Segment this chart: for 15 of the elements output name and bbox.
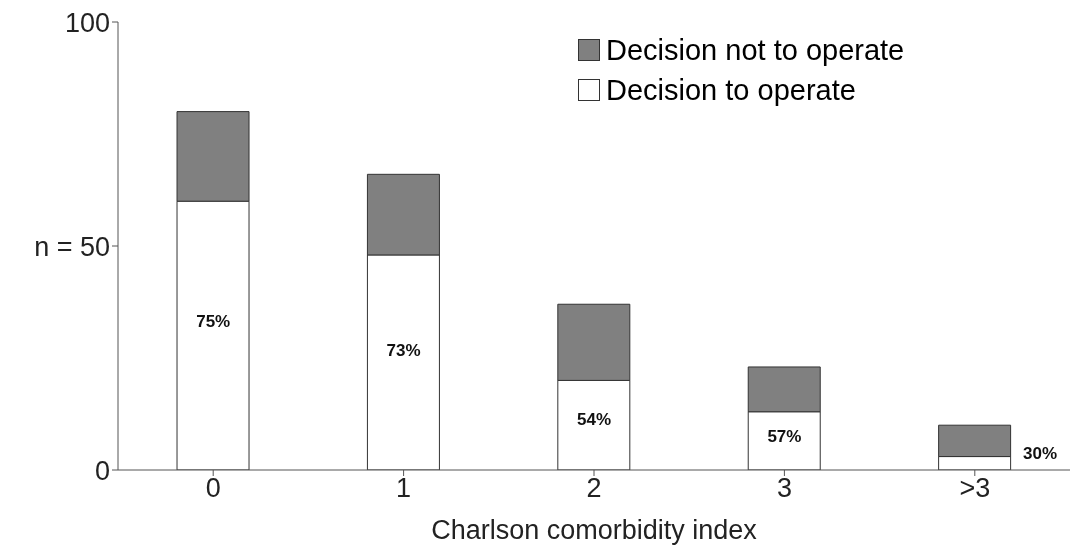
- x-tick-label: >3: [959, 473, 991, 504]
- x-tick-label: 1: [396, 473, 412, 504]
- annotation: 73%: [386, 341, 421, 361]
- annotation: 75%: [196, 311, 231, 331]
- y-tick-label: 100: [64, 7, 110, 38]
- annotation: 57%: [767, 427, 802, 447]
- x-tick-label: 2: [586, 473, 602, 504]
- x-tick-label: 0: [205, 473, 221, 504]
- y-tick-label: n = 50: [34, 231, 110, 262]
- legend-label: Decision not to operate: [606, 33, 905, 68]
- x-tick-label: 3: [776, 473, 792, 504]
- annotation: 30%: [1022, 443, 1058, 463]
- legend-label: Decision to operate: [606, 73, 856, 108]
- x-axis-title: Charlson comorbidity index: [431, 515, 758, 546]
- annotation: 54%: [576, 410, 612, 430]
